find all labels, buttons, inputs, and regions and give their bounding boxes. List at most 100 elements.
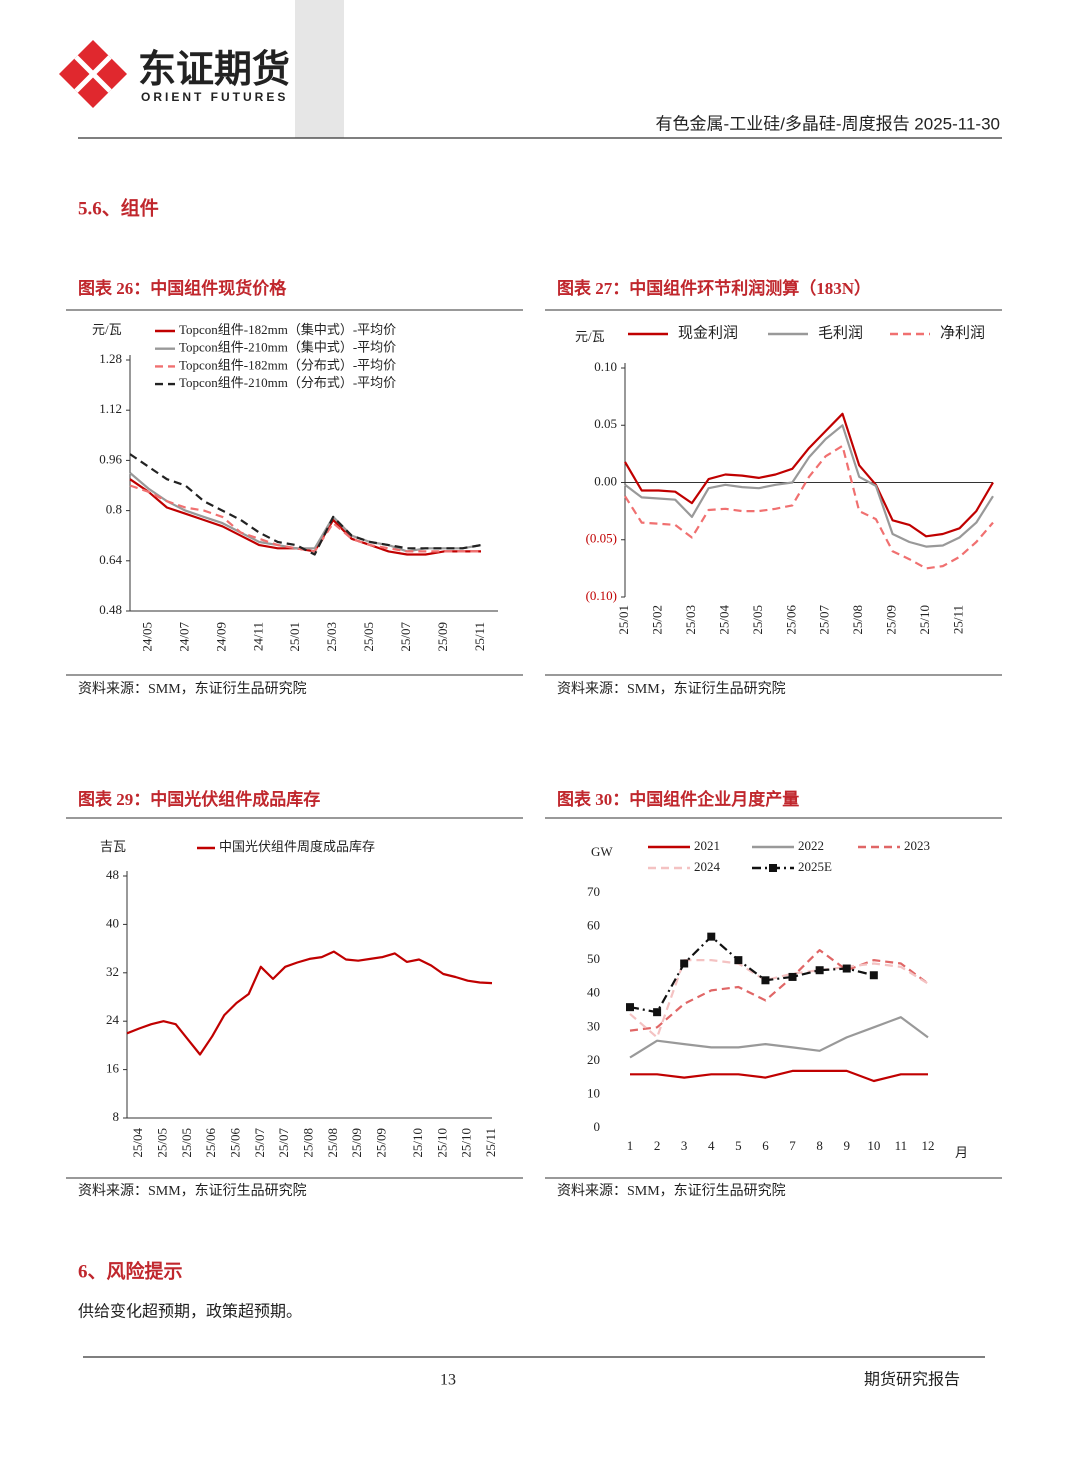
- x-tick-label: 25/09: [884, 605, 899, 635]
- point-marker: [653, 1008, 662, 1017]
- y-tick-label: 8: [113, 1109, 120, 1124]
- x-tick-label: 25/05: [361, 622, 376, 652]
- y-tick-label: 32: [106, 964, 119, 979]
- legend-label: 中国光伏组件周度成品库存: [219, 839, 375, 854]
- y-tick-label: 48: [106, 867, 119, 882]
- x-tick-label: 25/08: [325, 1128, 340, 1158]
- series-line: [624, 424, 994, 548]
- x-tick-label: 7: [789, 1138, 796, 1153]
- point-marker: [680, 959, 689, 968]
- series-line: [624, 444, 994, 570]
- point-marker: [707, 932, 716, 941]
- y-tick-label: 60: [587, 918, 600, 933]
- logo-mark: [59, 40, 127, 108]
- figure-source: 资料来源：SMM，东证衍生品研究院: [78, 681, 307, 697]
- y-tick-label: (0.10): [586, 588, 617, 603]
- series-line: [129, 478, 481, 556]
- point-marker: [626, 1003, 634, 1012]
- y-tick-label: 40: [587, 985, 600, 1000]
- x-tick-label: 25/01: [287, 622, 302, 652]
- series-line: [129, 484, 481, 553]
- y-tick-label: 0.05: [594, 416, 617, 431]
- y-axis-label: 元/瓦: [575, 329, 605, 344]
- x-tick-label: 5: [735, 1138, 742, 1153]
- series-line: [629, 948, 929, 1032]
- page-number: 13: [440, 1372, 456, 1389]
- y-tick-label: 20: [587, 1052, 600, 1067]
- y-tick-label: 70: [587, 884, 600, 899]
- figure-source: 资料来源：SMM，东证衍生品研究院: [78, 1183, 307, 1199]
- legend-label: 毛利润: [818, 324, 863, 341]
- x-tick-label: 8: [816, 1138, 823, 1153]
- x-tick-label: 25/10: [410, 1128, 425, 1158]
- x-tick-label: 25/07: [252, 1128, 267, 1158]
- figure-title: 图表 30：中国组件企业月度产量: [557, 789, 799, 809]
- legend-label: Topcon组件-210mm（分布式）-平均价: [179, 375, 396, 390]
- header-band: [295, 0, 344, 138]
- x-tick-label: 11: [895, 1138, 908, 1153]
- legend-label: 2024: [694, 859, 721, 874]
- series-line: [630, 1069, 928, 1083]
- x-tick-label: 2: [654, 1138, 661, 1153]
- legend-label: 2025E: [798, 859, 832, 874]
- x-tick-label: 24/11: [250, 622, 265, 651]
- x-tick-label: 25/06: [783, 605, 798, 635]
- x-tick-label: 25/09: [435, 622, 450, 652]
- section-heading: 5.6、组件: [78, 196, 159, 219]
- x-tick-label: 25/05: [154, 1128, 169, 1158]
- x-tick-label: 25/05: [750, 605, 765, 635]
- x-tick-label: 24/05: [139, 622, 154, 652]
- y-tick-label: 0: [594, 1119, 601, 1134]
- series-line: [629, 958, 929, 1039]
- series-line: [629, 935, 875, 1014]
- y-tick-label: 0.48: [99, 602, 122, 617]
- x-tick-label: 25/04: [130, 1128, 145, 1158]
- y-tick-label: 24: [106, 1012, 120, 1027]
- y-tick-label: 0.64: [99, 552, 122, 567]
- x-tick-label: 25/07: [817, 605, 832, 635]
- risk-text: 供给变化超预期，政策超预期。: [78, 1303, 302, 1321]
- x-tick-label: 25/11: [483, 1128, 498, 1157]
- y-tick-label: 0.00: [594, 473, 617, 488]
- point-marker: [842, 964, 851, 973]
- point-marker: [788, 972, 797, 981]
- legend-marker: [769, 864, 777, 872]
- series-line: [129, 453, 482, 556]
- legend-label: Topcon组件-182mm（集中式）-平均价: [179, 322, 396, 337]
- series-line: [624, 412, 994, 538]
- x-tick-label: 10: [867, 1138, 880, 1153]
- x-axis-label: 月: [955, 1145, 968, 1160]
- legend-label: Topcon组件-182mm（分布式）-平均价: [179, 357, 396, 372]
- x-tick-label: 6: [762, 1138, 769, 1153]
- x-tick-label: 25/01: [616, 605, 631, 635]
- y-tick-label: 50: [587, 951, 600, 966]
- x-tick-label: 25/10: [917, 605, 932, 635]
- x-tick-label: 25/04: [716, 605, 731, 635]
- x-tick-label: 25/06: [227, 1128, 242, 1158]
- x-tick-label: 25/09: [349, 1128, 364, 1158]
- report-title: 有色金属-工业硅/多晶硅-周度报告 2025-11-30: [656, 114, 1000, 133]
- point-marker: [815, 966, 824, 975]
- x-tick-label: 4: [708, 1138, 715, 1153]
- x-tick-label: 3: [681, 1138, 688, 1153]
- legend-label: 2021: [694, 838, 720, 853]
- x-tick-label: 25/03: [324, 622, 339, 652]
- figure-title: 图表 26：中国组件现货价格: [78, 278, 287, 298]
- figure-title: 图表 27：中国组件环节利润测算（183N）: [557, 278, 871, 298]
- series-line: [629, 1016, 929, 1059]
- y-tick-label: 0.10: [594, 359, 617, 374]
- footer-label: 期货研究报告: [864, 1371, 960, 1389]
- x-tick-label: 25/03: [683, 605, 698, 635]
- point-marker: [869, 971, 878, 980]
- x-tick-label: 25/09: [373, 1128, 388, 1158]
- figure-title: 图表 29：中国光伏组件成品库存: [78, 789, 320, 809]
- x-tick-label: 12: [922, 1138, 935, 1153]
- x-tick-label: 25/07: [276, 1128, 291, 1158]
- y-tick-label: 16: [106, 1061, 120, 1076]
- figure-source: 资料来源：SMM，东证衍生品研究院: [557, 1183, 786, 1199]
- figure-source: 资料来源：SMM，东证衍生品研究院: [557, 681, 786, 697]
- x-tick-label: 1: [627, 1138, 634, 1153]
- y-tick-label: (0.05): [586, 531, 617, 546]
- y-axis-label: 吉瓦: [100, 839, 126, 854]
